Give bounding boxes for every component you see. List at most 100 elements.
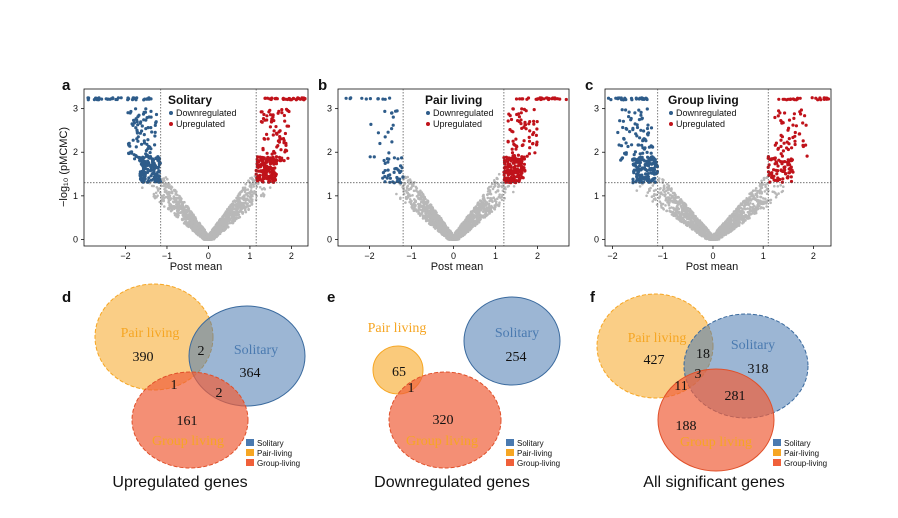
upregulated-point <box>522 125 526 129</box>
upregulated-point <box>270 152 274 156</box>
non-significant-point <box>759 199 762 203</box>
upregulated-point <box>517 115 522 119</box>
non-significant-point <box>437 223 440 226</box>
upregulated-point <box>263 137 267 141</box>
non-significant-point <box>737 205 740 208</box>
upregulated-point <box>507 112 511 116</box>
y-tick-label: 2 <box>327 147 332 157</box>
upregulated-point <box>532 119 536 123</box>
downregulated-point <box>100 97 104 101</box>
upregulated-point <box>272 176 276 180</box>
non-significant-point <box>164 182 168 186</box>
non-significant-point <box>491 206 494 209</box>
non-significant-point <box>152 184 155 188</box>
y-tick-label: 3 <box>327 104 332 114</box>
non-significant-point <box>478 218 482 222</box>
non-significant-point <box>227 208 231 212</box>
non-significant-point <box>251 179 255 182</box>
non-significant-point <box>646 191 650 194</box>
non-significant-point <box>221 216 225 219</box>
upregulated-point <box>278 129 282 133</box>
non-significant-point <box>244 193 248 196</box>
non-significant-point <box>221 222 224 225</box>
non-significant-point <box>638 185 642 188</box>
non-significant-point <box>654 188 658 192</box>
downregulated-point <box>382 158 386 163</box>
non-significant-point <box>190 224 194 227</box>
non-significant-point <box>662 184 666 187</box>
non-significant-point <box>186 209 190 213</box>
non-significant-point <box>206 233 209 236</box>
non-significant-point <box>189 222 193 226</box>
upregulated-point <box>267 177 271 182</box>
non-significant-point <box>228 217 231 221</box>
non-significant-point <box>759 195 762 199</box>
non-significant-point <box>740 214 744 218</box>
non-significant-point <box>189 212 192 215</box>
non-significant-point <box>413 181 416 184</box>
non-significant-point <box>238 200 242 203</box>
upregulated-point <box>528 129 532 133</box>
non-significant-point <box>666 199 670 203</box>
non-significant-point <box>704 229 707 233</box>
non-significant-point <box>690 227 694 231</box>
non-significant-point <box>762 177 766 180</box>
upregulated-point <box>284 148 288 152</box>
non-significant-point <box>413 209 416 212</box>
upregulated-point <box>256 155 260 159</box>
non-significant-point <box>167 206 170 210</box>
upregulated-point <box>506 140 510 144</box>
upregulated-point <box>535 140 539 144</box>
non-significant-point <box>428 214 431 218</box>
non-significant-point <box>425 215 428 218</box>
non-significant-point <box>182 214 186 218</box>
upregulated-point <box>522 139 526 143</box>
non-significant-point <box>676 202 679 205</box>
downregulated-point <box>390 140 394 144</box>
upregulated-point <box>564 97 568 102</box>
non-significant-point <box>729 227 732 231</box>
non-significant-point <box>242 204 246 208</box>
non-significant-point <box>694 215 697 219</box>
non-significant-point <box>182 210 185 213</box>
upregulated-point <box>522 107 527 111</box>
non-significant-point <box>233 217 236 221</box>
downregulated-point <box>383 135 387 139</box>
downregulated-point <box>138 121 142 125</box>
non-significant-point <box>237 207 240 210</box>
non-significant-point <box>223 213 227 217</box>
non-significant-point <box>496 189 500 192</box>
upregulated-point <box>279 148 283 152</box>
upregulated-point <box>262 162 266 166</box>
non-significant-point <box>699 231 703 235</box>
non-significant-point <box>217 223 221 227</box>
non-significant-point <box>738 216 742 220</box>
non-significant-point <box>480 209 483 212</box>
non-significant-point <box>473 215 477 219</box>
non-significant-point <box>442 228 446 232</box>
downregulated-point <box>142 139 146 143</box>
upregulated-point <box>282 113 286 118</box>
downregulated-point <box>154 112 159 117</box>
upregulated-point <box>256 159 260 163</box>
upregulated-point <box>278 135 282 139</box>
non-significant-point <box>777 192 780 195</box>
downregulated-point <box>645 107 649 111</box>
non-significant-point <box>665 209 669 213</box>
non-significant-point <box>244 207 247 210</box>
non-significant-point <box>699 221 703 224</box>
non-significant-point <box>141 186 144 189</box>
non-significant-point <box>496 197 499 200</box>
non-significant-point <box>230 207 233 211</box>
x-tick-label: 2 <box>535 251 540 261</box>
non-significant-point <box>189 219 192 222</box>
upregulated-point <box>260 110 264 114</box>
upregulated-point <box>520 107 524 111</box>
non-significant-point <box>211 232 215 236</box>
x-tick-label: −1 <box>406 251 416 261</box>
non-significant-point <box>760 186 764 189</box>
non-significant-point <box>414 204 417 207</box>
non-significant-point <box>238 193 242 196</box>
non-significant-point <box>176 207 179 211</box>
non-significant-point <box>195 232 198 235</box>
